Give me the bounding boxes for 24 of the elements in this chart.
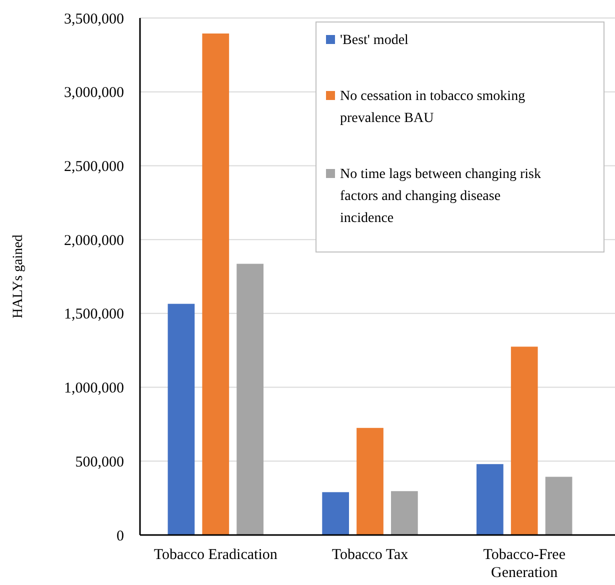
bar <box>545 476 572 535</box>
y-tick-label: 3,000,000 <box>64 85 124 102</box>
bar <box>476 464 504 535</box>
x-tick-label: Tobacco Tax <box>332 547 409 563</box>
y-tick-label: 3,500,000 <box>64 11 124 28</box>
bar <box>510 346 538 535</box>
bar <box>391 491 418 535</box>
bar <box>202 34 230 535</box>
y-axis-title: HALYs gained <box>11 234 26 318</box>
legend-label: No cessation in tobacco smoking prevalence BAU <box>340 89 526 126</box>
legend-label: No time lags between changing risk factors and changing disease incidence <box>340 167 542 226</box>
bar <box>236 264 264 535</box>
y-tick-label: 1,500,000 <box>64 306 124 323</box>
bar <box>322 492 349 535</box>
x-tick-label: Tobacco-Free Generation <box>483 547 566 581</box>
bar <box>356 428 384 535</box>
bar <box>168 304 195 535</box>
legend-label: 'Best' model <box>340 33 409 48</box>
y-tick-label: 1,000,000 <box>64 380 124 397</box>
y-tick-label: 2,000,000 <box>64 232 124 249</box>
y-tick-label: 0 <box>116 528 124 544</box>
x-tick-label: Tobacco Eradication <box>154 547 278 563</box>
y-tick-label: 500,000 <box>75 454 124 470</box>
y-tick-label: 2,500,000 <box>64 158 124 175</box>
